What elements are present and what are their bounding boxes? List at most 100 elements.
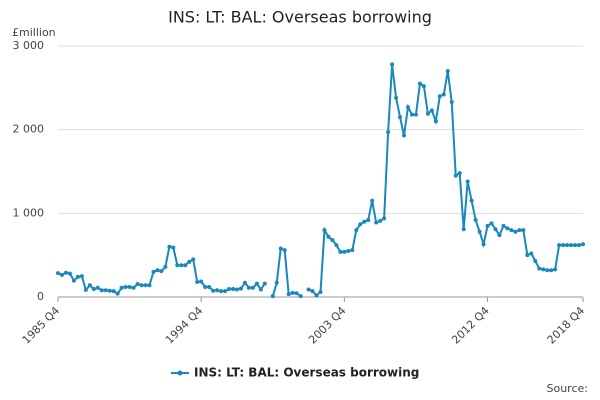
point: [238, 286, 243, 291]
x-tick-label: 2012 Q4: [449, 304, 492, 347]
point: [525, 253, 530, 258]
point: [56, 271, 60, 276]
point: [119, 285, 124, 290]
x-tick-label: 1985 Q4: [20, 304, 63, 347]
y-tick-label: 3 000: [13, 39, 45, 52]
point: [573, 243, 578, 248]
point: [171, 245, 176, 250]
point: [258, 287, 263, 292]
chart-title: INS: LT: BAL: Overseas borrowing: [168, 8, 432, 27]
point: [417, 81, 422, 86]
point: [59, 272, 64, 277]
point: [183, 263, 188, 268]
point: [549, 268, 554, 273]
point: [306, 287, 311, 292]
source: Source:: [547, 382, 589, 395]
point: [326, 234, 331, 239]
point: [541, 267, 546, 272]
point: [282, 248, 287, 253]
point: [569, 243, 574, 248]
point: [63, 270, 68, 275]
point: [374, 220, 379, 225]
point: [99, 288, 104, 293]
point: [517, 228, 522, 233]
point: [278, 246, 283, 251]
point: [234, 287, 239, 292]
point: [83, 287, 88, 292]
point: [330, 238, 335, 243]
point: [537, 266, 542, 271]
x-tick-label: 2018 Q4: [545, 304, 588, 347]
point: [581, 242, 585, 247]
point: [290, 290, 295, 295]
point: [386, 130, 391, 135]
point: [219, 289, 224, 294]
point: [402, 133, 407, 138]
point: [262, 281, 267, 286]
point: [131, 285, 136, 290]
y-tick-label: 2 000: [13, 123, 45, 136]
x-tick-label: 2003 Q4: [306, 304, 349, 347]
point: [394, 95, 399, 100]
point: [242, 280, 247, 285]
point: [199, 279, 204, 284]
point: [87, 283, 92, 288]
point: [298, 294, 303, 299]
point: [557, 243, 562, 248]
point: [398, 115, 403, 120]
legend-label: INS: LT: BAL: Overseas borrowing: [194, 366, 419, 380]
point: [473, 218, 478, 223]
point: [354, 228, 359, 233]
point: [187, 259, 192, 264]
point: [223, 289, 228, 294]
point: [358, 222, 363, 227]
point: [322, 228, 327, 233]
point: [103, 288, 108, 293]
point: [429, 108, 434, 113]
point: [123, 284, 128, 289]
point: [203, 284, 208, 289]
point: [215, 288, 220, 293]
legend-marker: [177, 370, 183, 376]
point: [406, 105, 410, 110]
point: [139, 283, 144, 288]
point: [425, 111, 430, 116]
point: [521, 228, 526, 233]
point: [191, 257, 196, 262]
point: [75, 274, 80, 279]
point: [111, 289, 116, 294]
point: [577, 243, 582, 248]
point: [79, 274, 84, 279]
point: [334, 243, 339, 248]
point: [366, 218, 371, 223]
point: [207, 284, 212, 289]
point: [67, 271, 72, 276]
point: [294, 291, 299, 296]
point: [107, 288, 112, 293]
point: [553, 267, 558, 272]
point: [421, 84, 426, 89]
point: [338, 249, 343, 254]
point: [195, 279, 200, 284]
point: [382, 216, 387, 221]
point: [127, 284, 132, 289]
point: [310, 289, 315, 294]
point: [501, 223, 506, 228]
point: [95, 285, 100, 290]
point: [71, 278, 76, 283]
point: [167, 244, 172, 249]
point: [246, 285, 251, 290]
point: [254, 281, 259, 286]
point: [565, 243, 570, 248]
point: [227, 287, 232, 292]
point: [457, 171, 462, 176]
point: [314, 293, 319, 298]
point: [493, 227, 498, 232]
point: [163, 264, 168, 269]
point: [342, 249, 347, 254]
point: [485, 223, 490, 228]
point: [449, 100, 454, 105]
y-tick-label: 0: [37, 290, 44, 303]
point: [362, 219, 367, 224]
point: [231, 287, 235, 292]
